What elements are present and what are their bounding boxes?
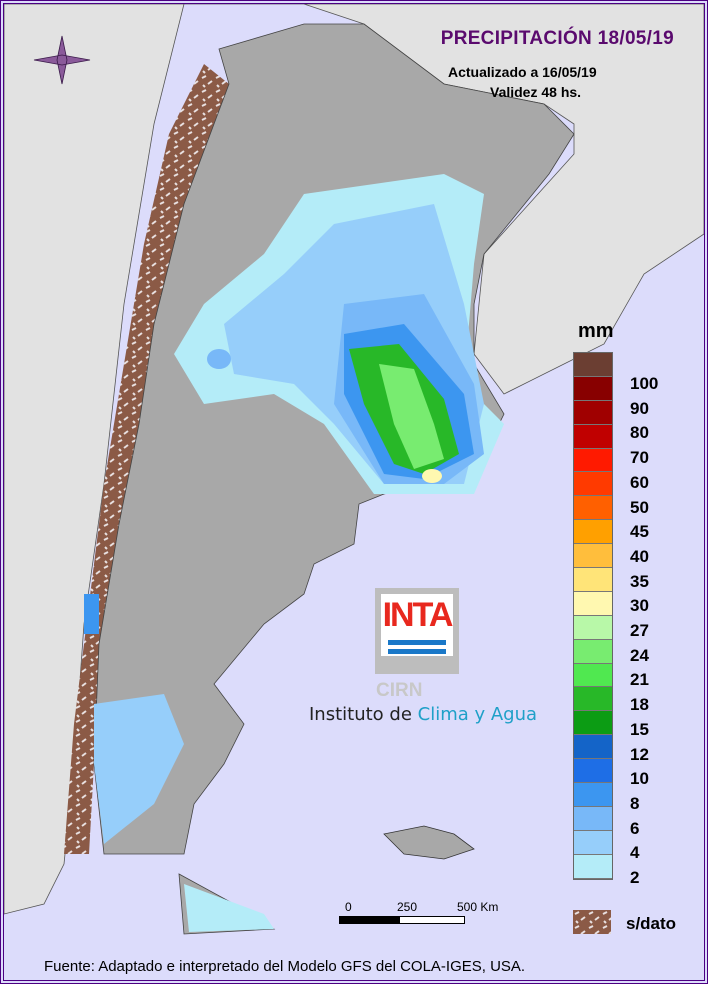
legend-swatch bbox=[574, 783, 612, 807]
inta-logo: INTA bbox=[375, 588, 459, 674]
legend-swatch bbox=[574, 711, 612, 736]
legend-label: 45 bbox=[630, 522, 649, 542]
scale-label: 250 bbox=[397, 900, 418, 914]
malvinas-islands bbox=[383, 825, 475, 860]
compass-rose-icon bbox=[33, 35, 91, 85]
legend-swatch bbox=[574, 496, 612, 521]
institute-prefix: Instituto de bbox=[309, 704, 418, 725]
legend-swatch bbox=[574, 830, 612, 855]
legend-swatch bbox=[574, 759, 612, 784]
precipitation-areas bbox=[84, 174, 504, 932]
legend-swatch bbox=[574, 615, 612, 640]
legend-label: 10 bbox=[630, 769, 649, 789]
legend-swatch bbox=[574, 735, 612, 760]
legend-swatch bbox=[574, 854, 612, 879]
legend-label: 100 bbox=[630, 374, 659, 393]
legend-swatch bbox=[574, 639, 612, 664]
legend-swatch bbox=[574, 520, 612, 545]
legend-label: 27 bbox=[630, 621, 649, 640]
legend-label: 35 bbox=[630, 571, 649, 591]
legend-swatch bbox=[574, 353, 612, 377]
legend-swatch bbox=[574, 591, 612, 616]
legend-swatch bbox=[574, 472, 612, 497]
institute-name: Instituto de Clima y Agua bbox=[309, 704, 537, 725]
legend-swatch bbox=[574, 400, 612, 425]
legend-label: 12 bbox=[630, 744, 649, 764]
no-data-strip bbox=[64, 64, 229, 854]
legend-label: 4 bbox=[630, 843, 640, 863]
legend-label: 60 bbox=[630, 472, 649, 492]
validity: Validez 48 hs. bbox=[490, 84, 582, 100]
legend-swatch bbox=[574, 663, 612, 688]
no-data-swatch bbox=[573, 910, 611, 934]
scale-label: 0 bbox=[345, 900, 352, 914]
legend-swatch bbox=[574, 568, 612, 592]
color-legend bbox=[573, 352, 613, 880]
legend-swatch bbox=[574, 544, 612, 569]
map-title: PRECIPITACIÓN 18/05/19 bbox=[440, 28, 674, 49]
legend-label: 8 bbox=[630, 793, 640, 813]
legend-label: 15 bbox=[630, 719, 649, 739]
legend-swatch bbox=[574, 687, 612, 712]
legend-label: 40 bbox=[630, 546, 649, 566]
legend-label: 50 bbox=[630, 497, 649, 517]
scale-label: 500 Km bbox=[457, 900, 499, 914]
legend-label: 70 bbox=[630, 448, 649, 468]
legend-label: 6 bbox=[630, 818, 640, 838]
no-data-label: s/dato bbox=[626, 914, 677, 933]
legend-label: 2 bbox=[630, 868, 640, 887]
legend-unit: mm bbox=[578, 320, 614, 342]
legend-swatch bbox=[574, 448, 612, 473]
legend-label: 21 bbox=[630, 670, 649, 690]
precipitation-map bbox=[4, 4, 704, 935]
institute-highlight: Clima y Agua bbox=[417, 704, 538, 725]
legend-label: 18 bbox=[630, 695, 649, 715]
legend-label: 90 bbox=[630, 398, 649, 418]
legend-swatch bbox=[574, 376, 612, 401]
legend-label: 24 bbox=[630, 645, 649, 665]
source-footer: Fuente: Adaptado e interpretado del Mode… bbox=[44, 958, 526, 975]
legend-label: 80 bbox=[630, 423, 649, 443]
legend-swatch bbox=[574, 806, 612, 831]
legend-label: 30 bbox=[630, 596, 649, 616]
inta-logo-text: INTA bbox=[382, 596, 454, 634]
legend-swatch bbox=[574, 424, 612, 449]
cirn-label: CIRN bbox=[376, 680, 423, 701]
updated-date: Actualizado a 16/05/19 bbox=[448, 64, 597, 80]
